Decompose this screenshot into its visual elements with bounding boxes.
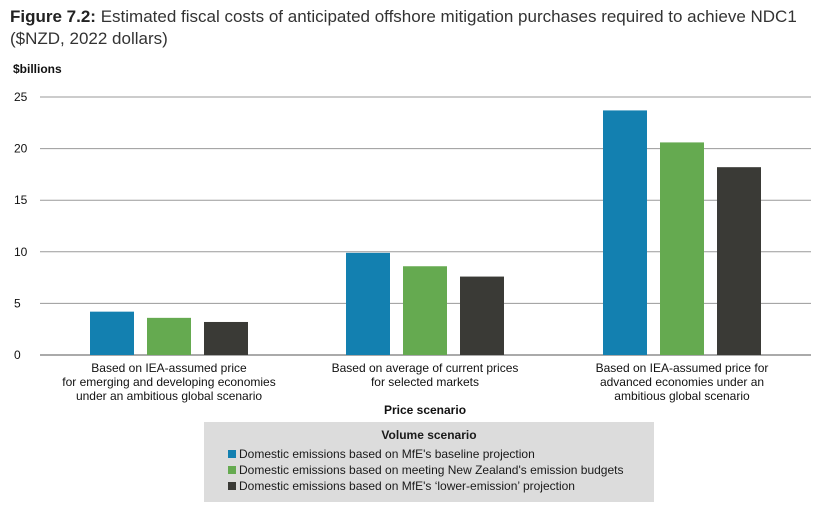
legend-swatch-budgets	[228, 466, 236, 474]
x-category-label-3: Based on IEA-assumed price for advanced e…	[596, 361, 769, 403]
legend-label-lower-emission: Domestic emissions based on MfE's ‘lower…	[239, 479, 575, 493]
x-category-label-line: for selected markets	[371, 375, 479, 389]
figure-title: Figure 7.2: Estimated fiscal costs of an…	[10, 6, 810, 50]
x-category-label-1: Based on IEA-assumed price for emerging a…	[62, 361, 275, 403]
x-category-label-line: Based on average of current prices	[332, 361, 519, 375]
y-axis-label: $billions	[13, 62, 62, 76]
y-tick-label-0: 0	[14, 348, 21, 362]
legend: Volume scenario Domestic emissions based…	[204, 422, 654, 502]
y-tick-label-10: 10	[14, 245, 28, 259]
legend-item-lower-emission: Domestic emissions based on MfE's ‘lower…	[228, 479, 575, 493]
x-category-label-line: for emerging and developing economies	[62, 375, 275, 389]
legend-item-baseline: Domestic emissions based on MfE's baseli…	[228, 447, 535, 461]
legend-item-budgets: Domestic emissions based on meeting New …	[228, 463, 623, 477]
y-tick-label-25: 25	[14, 90, 28, 104]
x-category-label-line: Based on IEA-assumed price for	[596, 361, 769, 375]
figure-label: Figure 7.2:	[10, 7, 96, 26]
x-category-label-line: ambitious global scenario	[614, 389, 750, 403]
x-category-label-2: Based on average of current prices for se…	[332, 361, 519, 389]
x-category-label-line: Based on IEA-assumed price	[91, 361, 247, 375]
x-category-label-line: under an ambitious global scenario	[76, 389, 262, 403]
figure-caption: Estimated fiscal costs of anticipated of…	[10, 7, 797, 48]
bar-s1-g1	[90, 311, 134, 355]
bar-s2-g2	[403, 266, 447, 355]
bar-s3-g3	[717, 167, 761, 355]
bar-s3-g2	[460, 276, 504, 355]
legend-label-baseline: Domestic emissions based on MfE's baseli…	[239, 447, 535, 461]
legend-title: Volume scenario	[381, 428, 477, 442]
y-tick-label-20: 20	[14, 142, 28, 156]
legend-swatch-lower-emission	[228, 482, 236, 490]
x-axis-title: Price scenario	[384, 403, 466, 417]
bar-s1-g2	[346, 252, 390, 355]
y-tick-label-15: 15	[14, 193, 28, 207]
legend-swatch-baseline	[228, 450, 236, 458]
bar-s3-g1	[204, 321, 248, 355]
x-category-label-line: advanced economies under an	[600, 375, 764, 389]
bar-s1-g3	[603, 110, 647, 355]
legend-label-budgets: Domestic emissions based on meeting New …	[239, 463, 624, 477]
y-tick-label-5: 5	[14, 296, 21, 310]
bar-s2-g1	[147, 317, 191, 355]
bar-s2-g3	[660, 142, 704, 355]
